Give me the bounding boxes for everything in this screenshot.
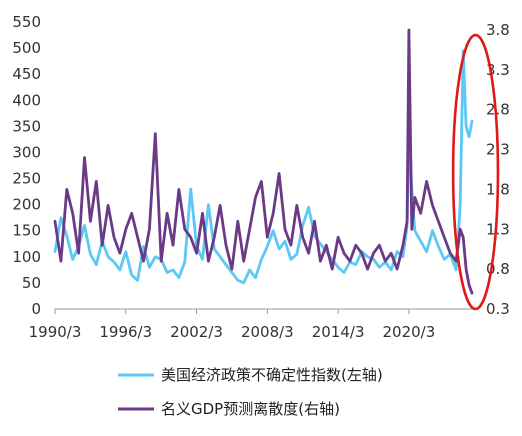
- legend-label: 名义GDP预测离散度(右轴): [161, 400, 340, 418]
- right-axis-tick-label: 2.8: [486, 101, 510, 119]
- legend-label: 美国经济政策不确定性指数(左轴): [161, 366, 383, 384]
- highlight-layer: [451, 33, 500, 311]
- highlight-ellipse: [451, 33, 500, 311]
- right-axis-tick-label: 3.8: [486, 21, 510, 39]
- left-axis-tick-label: 500: [12, 39, 41, 57]
- series-lines: [53, 28, 474, 295]
- x-axis-tick-label: 2014/3: [312, 323, 365, 341]
- x-axis-tick-label: 2002/3: [170, 323, 223, 341]
- left-axis-tick-label: 0: [31, 300, 41, 318]
- left-axis-tick-label: 250: [12, 170, 41, 188]
- x-axis-tick-label: 2008/3: [241, 323, 294, 341]
- x-axis-tick-label: 1990/3: [29, 323, 82, 341]
- left-axis-tick-label: 300: [12, 143, 41, 161]
- legend: 美国经济政策不确定性指数(左轴) 名义GDP预测离散度(右轴): [118, 366, 383, 418]
- left-axis-tick-label: 550: [12, 13, 41, 31]
- x-axis-tick-label: 2020/3: [382, 323, 435, 341]
- left-axis-tick-label: 200: [12, 196, 41, 214]
- left-axis-tick-label: 100: [12, 248, 41, 266]
- x-axis-tick-label: 1996/3: [99, 323, 152, 341]
- series-line-gdp-dispersion: [53, 28, 474, 295]
- left-axis-tick-label: 350: [12, 117, 41, 135]
- left-axis-tick-label: 400: [12, 91, 41, 109]
- left-axis-tick-label: 450: [12, 65, 41, 83]
- left-axis-tick-label: 50: [22, 274, 41, 292]
- axes: 0501001502002503003504004505005500.30.81…: [12, 13, 510, 341]
- right-axis-tick-label: 0.3: [486, 300, 510, 318]
- left-axis-tick-label: 150: [12, 222, 41, 240]
- right-axis-tick-label: 1.3: [486, 220, 510, 238]
